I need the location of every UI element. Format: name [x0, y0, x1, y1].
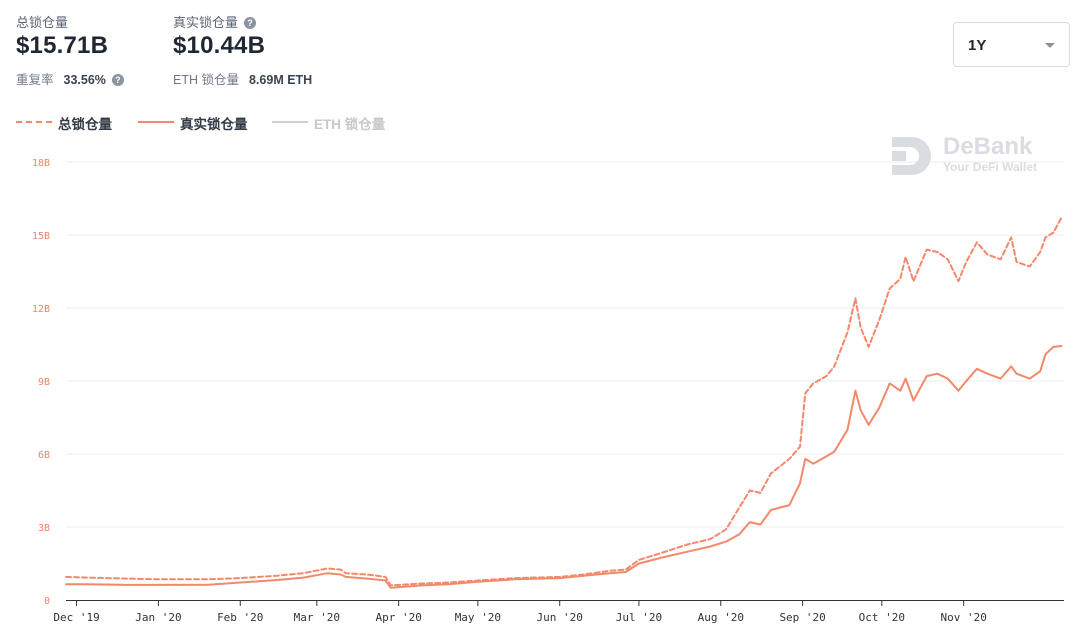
total-tvl-stat: 总锁仓量 $15.71B 重复率 33.56%? — [16, 12, 124, 88]
x-tick-label: Apr '20 — [375, 611, 421, 624]
legend-swatch-solid — [138, 121, 174, 123]
legend-swatch-dashed — [16, 121, 52, 123]
debank-logo-icon — [892, 137, 931, 175]
legend-label: 总锁仓量 — [58, 117, 112, 132]
x-tick-label: May '20 — [455, 611, 501, 624]
eth-locked-label: ETH 锁仓量 — [173, 73, 239, 87]
x-tick-label: Aug '20 — [698, 611, 744, 624]
reuse-rate: 重复率 33.56%? — [16, 69, 124, 88]
total-tvl-value: $15.71B — [16, 32, 109, 59]
x-tick-label: Jul '20 — [616, 611, 662, 624]
x-tick-label: Nov '20 — [940, 611, 986, 624]
x-tick-label: Jun '20 — [537, 611, 583, 624]
y-tick-label: 15B — [32, 231, 50, 242]
series-real-tvl-line — [65, 345, 1063, 589]
x-axis: Dec '19 Jan '20 Feb '20 Mar '20 Apr '20 May '… — [53, 600, 1064, 624]
legend-swatch-gray — [272, 121, 308, 123]
real-tvl-value: $10.44B — [173, 32, 266, 59]
x-tick-label: Jan '20 — [135, 611, 181, 624]
total-tvl-label: 总锁仓量 — [16, 15, 69, 30]
debank-logo: DeBank Your DeFi Wallet — [890, 133, 1037, 182]
y-tick-label: 18B — [32, 158, 50, 169]
help-icon[interactable]: ? — [111, 74, 124, 86]
real-tvl-stat: 真实锁仓量? $10.44B ETH 锁仓量 8.69M ETH — [173, 12, 312, 88]
series-total-tvl-line — [65, 216, 1063, 587]
reuse-rate-value: 33.56% — [63, 73, 106, 87]
x-tick-label: Oct '20 — [859, 611, 905, 624]
y-tick-label: 12B — [32, 304, 50, 315]
x-tick-label: Feb '20 — [217, 611, 263, 624]
time-range-value: 1Y — [968, 37, 987, 54]
x-tick-label: Sep '20 — [779, 611, 825, 624]
y-tick-label: 6B — [38, 450, 50, 461]
chart-series — [65, 216, 1063, 589]
y-tick-label: 9B — [38, 377, 50, 388]
chart-gridlines — [66, 161, 1064, 528]
y-axis-ticks: 0 3B 6B 9B 12B 15B 18B — [32, 158, 50, 607]
x-tick-label: Mar '20 — [294, 611, 340, 624]
y-tick-label: 3B — [38, 523, 50, 534]
watermark-brand: DeBank — [943, 133, 1033, 160]
y-tick-label: 0 — [44, 596, 50, 607]
watermark-tagline: Your DeFi Wallet — [943, 160, 1038, 174]
x-tick-label: Dec '19 — [53, 611, 99, 624]
real-tvl-label: 真实锁仓量 — [173, 15, 239, 30]
chevron-down-icon — [1045, 43, 1055, 48]
help-icon[interactable]: ? — [244, 17, 257, 29]
reuse-rate-label: 重复率 — [16, 73, 54, 87]
real-tvl-label-row: 真实锁仓量? — [173, 12, 312, 31]
eth-locked: ETH 锁仓量 8.69M ETH — [173, 69, 312, 88]
legend-label: ETH 锁仓量 — [314, 117, 386, 132]
time-range-select[interactable]: 1Y — [953, 22, 1070, 67]
legend-label: 真实锁仓量 — [180, 117, 248, 132]
eth-locked-value: 8.69M ETH — [248, 73, 313, 87]
